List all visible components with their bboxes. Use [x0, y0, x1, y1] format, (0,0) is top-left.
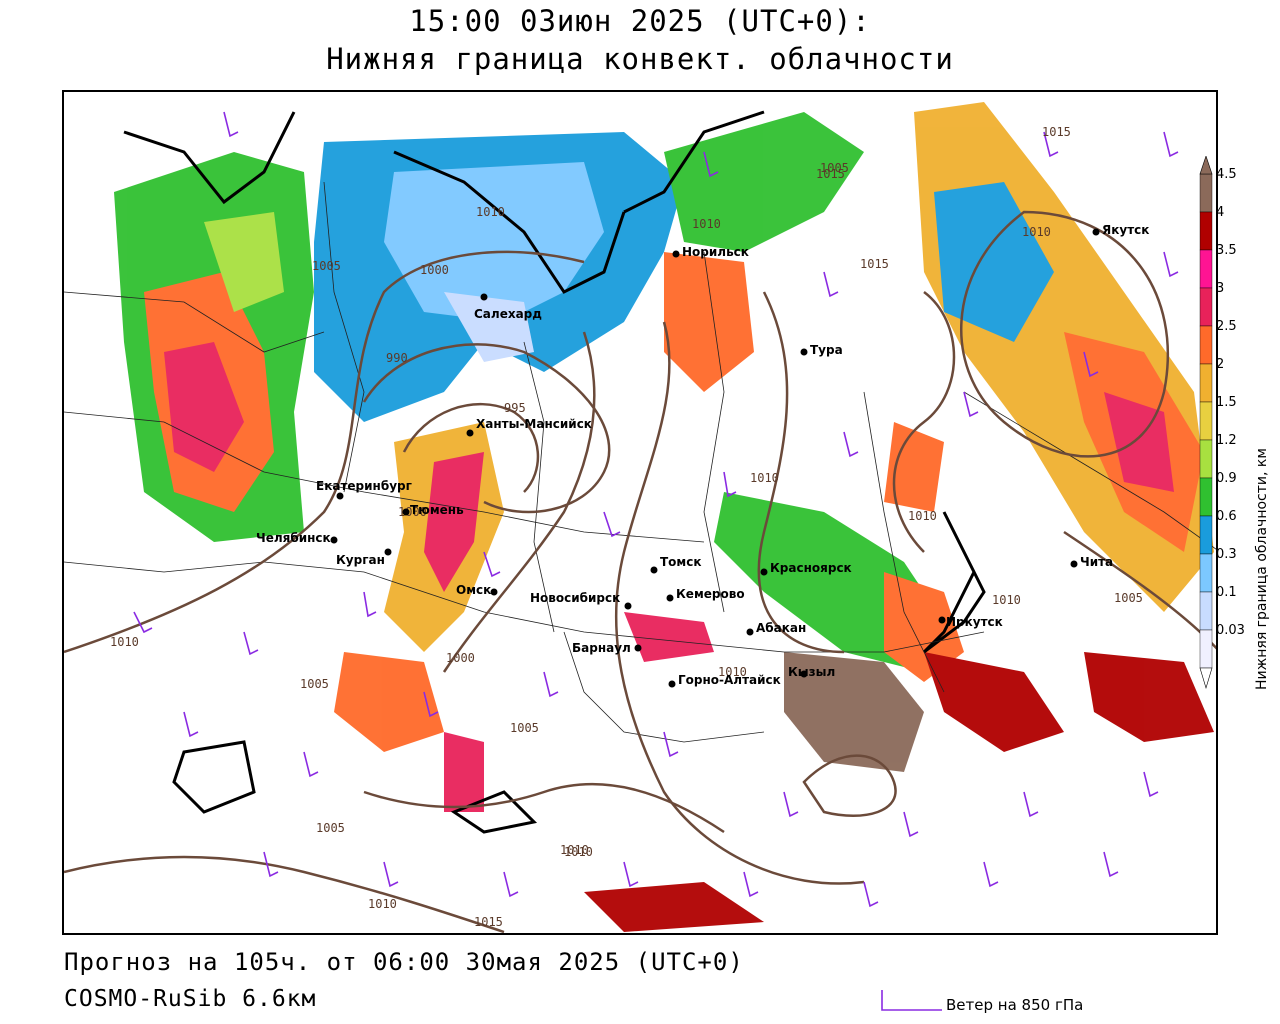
city-label: Кемерово [676, 587, 745, 601]
title-line-2: Нижняя граница конвект. облачности [326, 42, 954, 76]
isobar-label: 995 [504, 401, 526, 415]
colorbar-tick-label: 2 [1216, 357, 1224, 372]
isobar-label: 1000 [446, 651, 475, 665]
city-label: Екатеринбург [316, 479, 412, 493]
city-label: Томск [660, 555, 702, 569]
wind-legend-symbol [881, 990, 942, 1011]
colorbar-tick-label: 4.5 [1216, 167, 1237, 182]
isobar-label: 1000 [420, 263, 449, 277]
isobar-label: 1005 [316, 821, 345, 835]
city-label: Иркутск [946, 615, 1003, 629]
isobar-label: 1005 [312, 259, 341, 273]
map-canvas: 1015 1010 1005 1000 995 990 1010 1005 10… [64, 102, 1216, 933]
city-label: Челябинск [256, 531, 331, 545]
colorbar-tick-label: 0.3 [1216, 547, 1237, 562]
city-label: Красноярск [770, 561, 852, 575]
city-label: Якутск [1102, 223, 1149, 237]
city-label: Омск [456, 583, 491, 597]
colorbar-tick-label: 0.6 [1216, 509, 1237, 524]
isobar-label: 1010 [560, 843, 589, 857]
colorbar-tick-label: 1.2 [1216, 433, 1237, 448]
isobar-label: 1010 [750, 471, 779, 485]
colorbar-tick-label: 0.03 [1216, 623, 1245, 638]
cloud-field [114, 102, 1214, 932]
colorbar-swatch [1199, 173, 1213, 213]
isobar-label: 1010 [908, 509, 937, 523]
isobar-label: 1010 [992, 593, 1021, 607]
colorbar-tick-label: 2.5 [1216, 319, 1237, 334]
colorbar-swatch [1199, 363, 1213, 403]
colorbar-swatch [1199, 439, 1213, 479]
colorbar-swatch [1199, 591, 1213, 631]
forecast-map: 1015 1010 1005 1000 995 990 1010 1005 10… [62, 90, 1218, 935]
isobar-label: 1010 [368, 897, 397, 911]
city-label: Барнаул [572, 641, 631, 655]
colorbar-swatch [1199, 211, 1213, 251]
colorbar-tick-label: 3 [1216, 281, 1224, 296]
isobar-label: 1005 [1114, 591, 1143, 605]
isobar-label: 1015 [474, 915, 503, 929]
colorbar-tick-label: 4 [1216, 205, 1224, 220]
city-label: Горно-Алтайск [678, 673, 781, 687]
colorbar-tick-label: 1.5 [1216, 395, 1237, 410]
isobar-label: 1015 [860, 257, 889, 271]
colorbar-tick-label: 3.5 [1216, 243, 1237, 258]
isobar-label: 1010 [564, 845, 593, 859]
isobar-label: 1000 [398, 505, 427, 519]
forecast-info: Прогноз на 105ч. от 06:00 30мая 2025 (UT… [64, 948, 744, 976]
city-label: Курган [336, 553, 385, 567]
colorbar-swatch [1199, 629, 1213, 669]
city-label: Чита [1080, 555, 1113, 569]
isobar-label: 1015 [1042, 125, 1071, 139]
isobar-labels: 1015 1010 1005 1000 995 990 1010 1005 10… [110, 125, 1143, 929]
city-label: Кызыл [788, 665, 835, 679]
colorbar: 4.5 4 3.5 3 2.5 2 1.5 1.2 0.9 0.6 0.3 0.1 0.03 [1199, 156, 1245, 690]
isobar-label: 1015 [816, 167, 845, 181]
isobar-label: 1005 [510, 721, 539, 735]
wind-legend-label: Ветер на 850 гПа [946, 996, 1084, 1014]
colorbar-swatch [1199, 401, 1213, 441]
isobar-label: 1010 [718, 665, 747, 679]
region-boundaries [64, 181, 1216, 743]
cities: Якутск Норильск Салехард Тура Ханты-Манс… [256, 223, 1149, 688]
colorbar-swatch [1199, 477, 1213, 517]
colorbar-tick-label: 0.1 [1216, 585, 1237, 600]
city-label: Тюмень [410, 503, 464, 517]
wind-barbs [133, 111, 1179, 908]
colorbar-swatch [1199, 515, 1213, 555]
colorbar-swatch [1199, 325, 1213, 365]
isobar-label: 1010 [476, 205, 505, 219]
city-label: Тура [810, 343, 843, 357]
model-name: COSMO-RuSib 6.6км [64, 986, 317, 1012]
city-label: Салехард [474, 307, 542, 321]
isobar-label: 1005 [820, 161, 849, 175]
colorbar-title: Нижняя граница облачности, км [1254, 448, 1270, 690]
colorbar-swatch [1199, 249, 1213, 289]
city-label: Новосибирск [530, 591, 620, 605]
isobar-label: 1010 [110, 635, 139, 649]
colorbar-swatch [1199, 553, 1213, 593]
isobar-label: 1010 [692, 217, 721, 231]
colorbar-tick-label: 0.9 [1216, 471, 1237, 486]
isobar-label: 990 [386, 351, 408, 365]
city-label: Абакан [756, 621, 806, 635]
city-label: Ханты-Мансийск [476, 417, 592, 431]
isobar-label: 1010 [1022, 225, 1051, 239]
isobar-label: 1005 [300, 677, 329, 691]
city-label: Норильск [682, 245, 749, 259]
title-line-1: 15:00 03июн 2025 (UTC+0): [409, 4, 871, 38]
colorbar-swatch [1199, 287, 1213, 327]
